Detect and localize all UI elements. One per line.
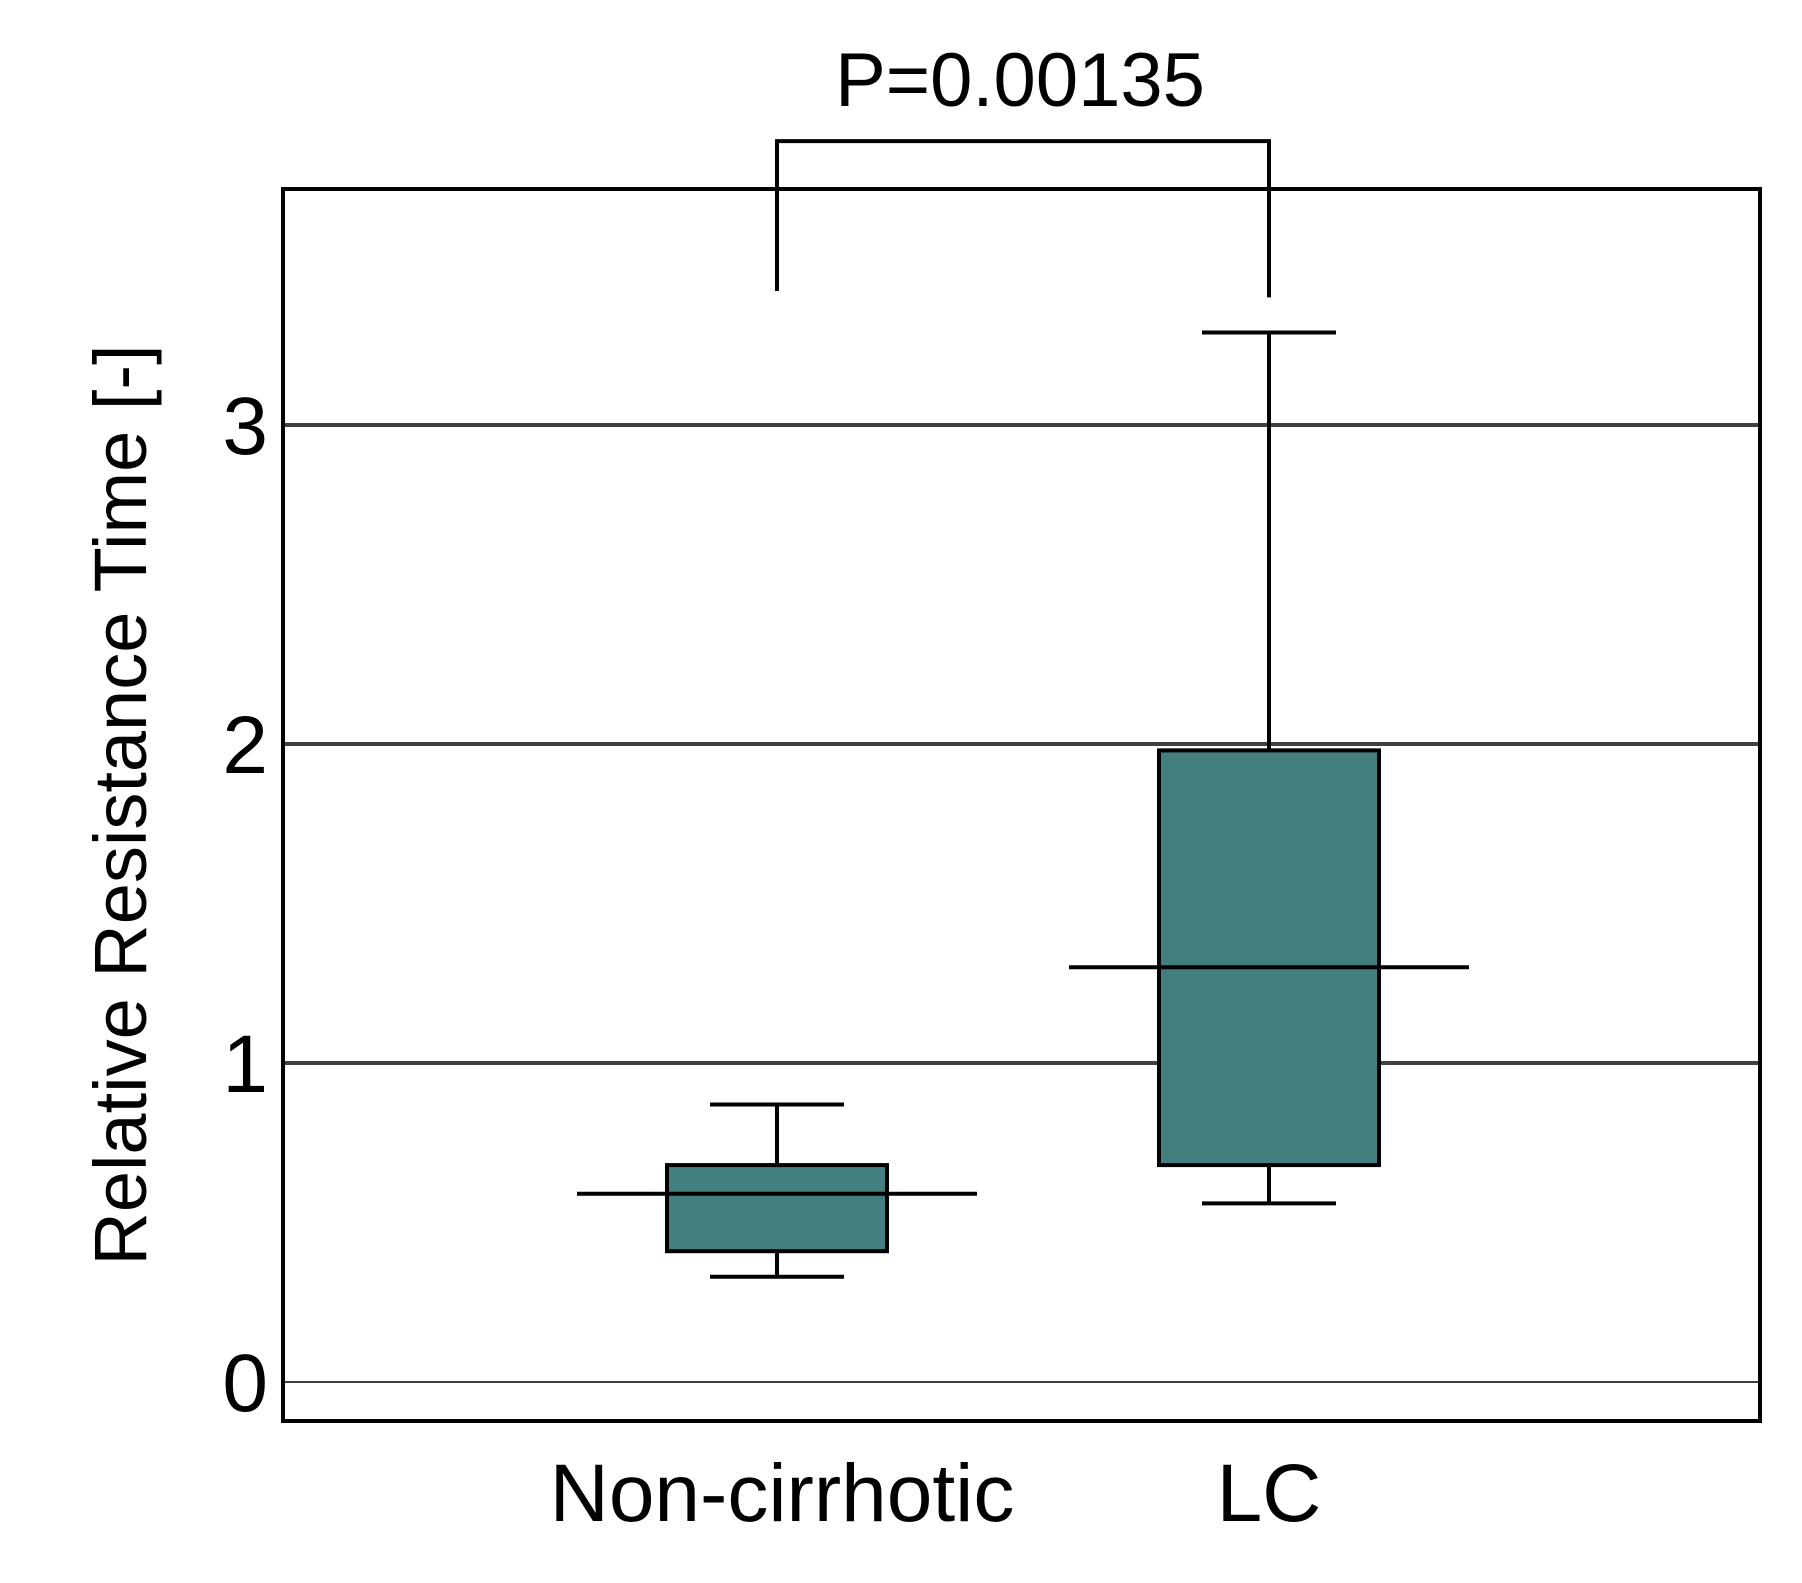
significance-bracket: P=0.00135 bbox=[775, 38, 1271, 298]
iqr-box bbox=[665, 1163, 889, 1254]
y-axis-label: Relative Resistance Time [-] bbox=[79, 344, 162, 1265]
y-tick-label-1: 1 bbox=[222, 1019, 268, 1110]
p-value-label: P=0.00135 bbox=[835, 38, 1205, 123]
plot-frame bbox=[281, 187, 1762, 1423]
x-category-label-0: Non-cirrhotic bbox=[550, 1448, 1015, 1539]
gridlines bbox=[283, 423, 1760, 1383]
box-series bbox=[577, 330, 1469, 1279]
y-tick-labels: 0 1 2 3 bbox=[222, 381, 268, 1429]
x-category-label-1: LC bbox=[1217, 1448, 1322, 1539]
x-category-labels: Non-cirrhotic LC bbox=[550, 1448, 1322, 1539]
y-tick-label-3: 3 bbox=[222, 381, 268, 472]
box-group-0 bbox=[577, 1102, 977, 1279]
y-tick-label-0: 0 bbox=[222, 1338, 268, 1429]
iqr-box bbox=[1157, 748, 1381, 1168]
y-tick-label-2: 2 bbox=[222, 700, 268, 791]
box-group-1 bbox=[1069, 330, 1469, 1206]
